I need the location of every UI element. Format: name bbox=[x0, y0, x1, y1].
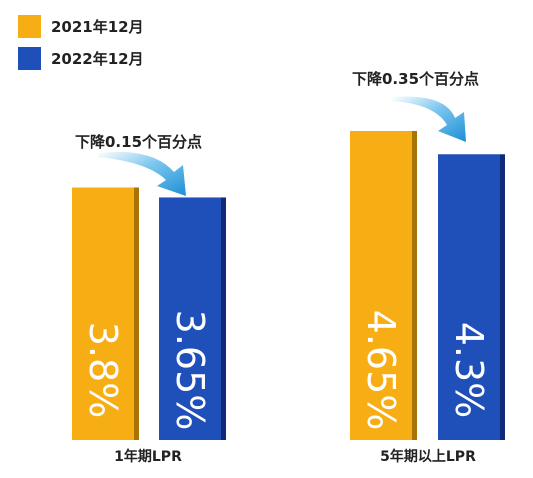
bar-side-2021-1y bbox=[134, 187, 139, 440]
bar-2022-1y bbox=[159, 197, 221, 440]
legend-swatch-2022 bbox=[18, 47, 41, 70]
annotation-1y: 下降0.15个百分点 bbox=[75, 133, 202, 196]
bar-side-2021-5y bbox=[412, 131, 417, 440]
annotation-5y: 下降0.35个百分点 bbox=[352, 70, 479, 142]
bar-2021-1y bbox=[72, 187, 134, 440]
bars: 3.8% 4.65% 3.65% 4.3% bbox=[72, 131, 505, 441]
bar-side-2022-1y bbox=[221, 197, 226, 440]
curved-arrow-icon bbox=[98, 151, 186, 196]
legend-label-2021: 2021年12月 bbox=[51, 18, 144, 36]
category-label-5y: 5年期以上LPR bbox=[380, 448, 476, 465]
annotation-label-1y: 下降0.15个百分点 bbox=[75, 133, 202, 151]
legend-item-2021: 2021年12月 bbox=[18, 15, 144, 38]
bar-group-2021-1y: 3.8% bbox=[72, 187, 139, 440]
bar-2022-5y bbox=[438, 154, 500, 441]
bar-group-2022-5y: 4.3% bbox=[438, 154, 505, 441]
legend-swatch-2021 bbox=[18, 15, 41, 38]
bar-2021-5y bbox=[350, 131, 412, 440]
legend-item-2022: 2022年12月 bbox=[18, 47, 144, 70]
annotation-label-5y: 下降0.35个百分点 bbox=[352, 70, 479, 88]
category-label-1y: 1年期LPR bbox=[114, 448, 182, 465]
bar-side-2022-5y bbox=[500, 154, 505, 441]
bar-value-label-2021-5y: 4.65% bbox=[359, 310, 403, 431]
legend: 2021年12月 2022年12月 bbox=[18, 15, 144, 70]
bar-value-label-2021-1y: 3.8% bbox=[81, 322, 125, 419]
bar-group-2021-5y: 4.65% bbox=[350, 131, 417, 440]
bar-value-label-2022-5y: 4.3% bbox=[447, 322, 491, 419]
bar-group-2022-1y: 3.65% bbox=[159, 197, 226, 440]
legend-label-2022: 2022年12月 bbox=[51, 50, 144, 68]
bar-value-label-2022-1y: 3.65% bbox=[168, 310, 212, 431]
curved-arrow-icon bbox=[392, 96, 466, 142]
